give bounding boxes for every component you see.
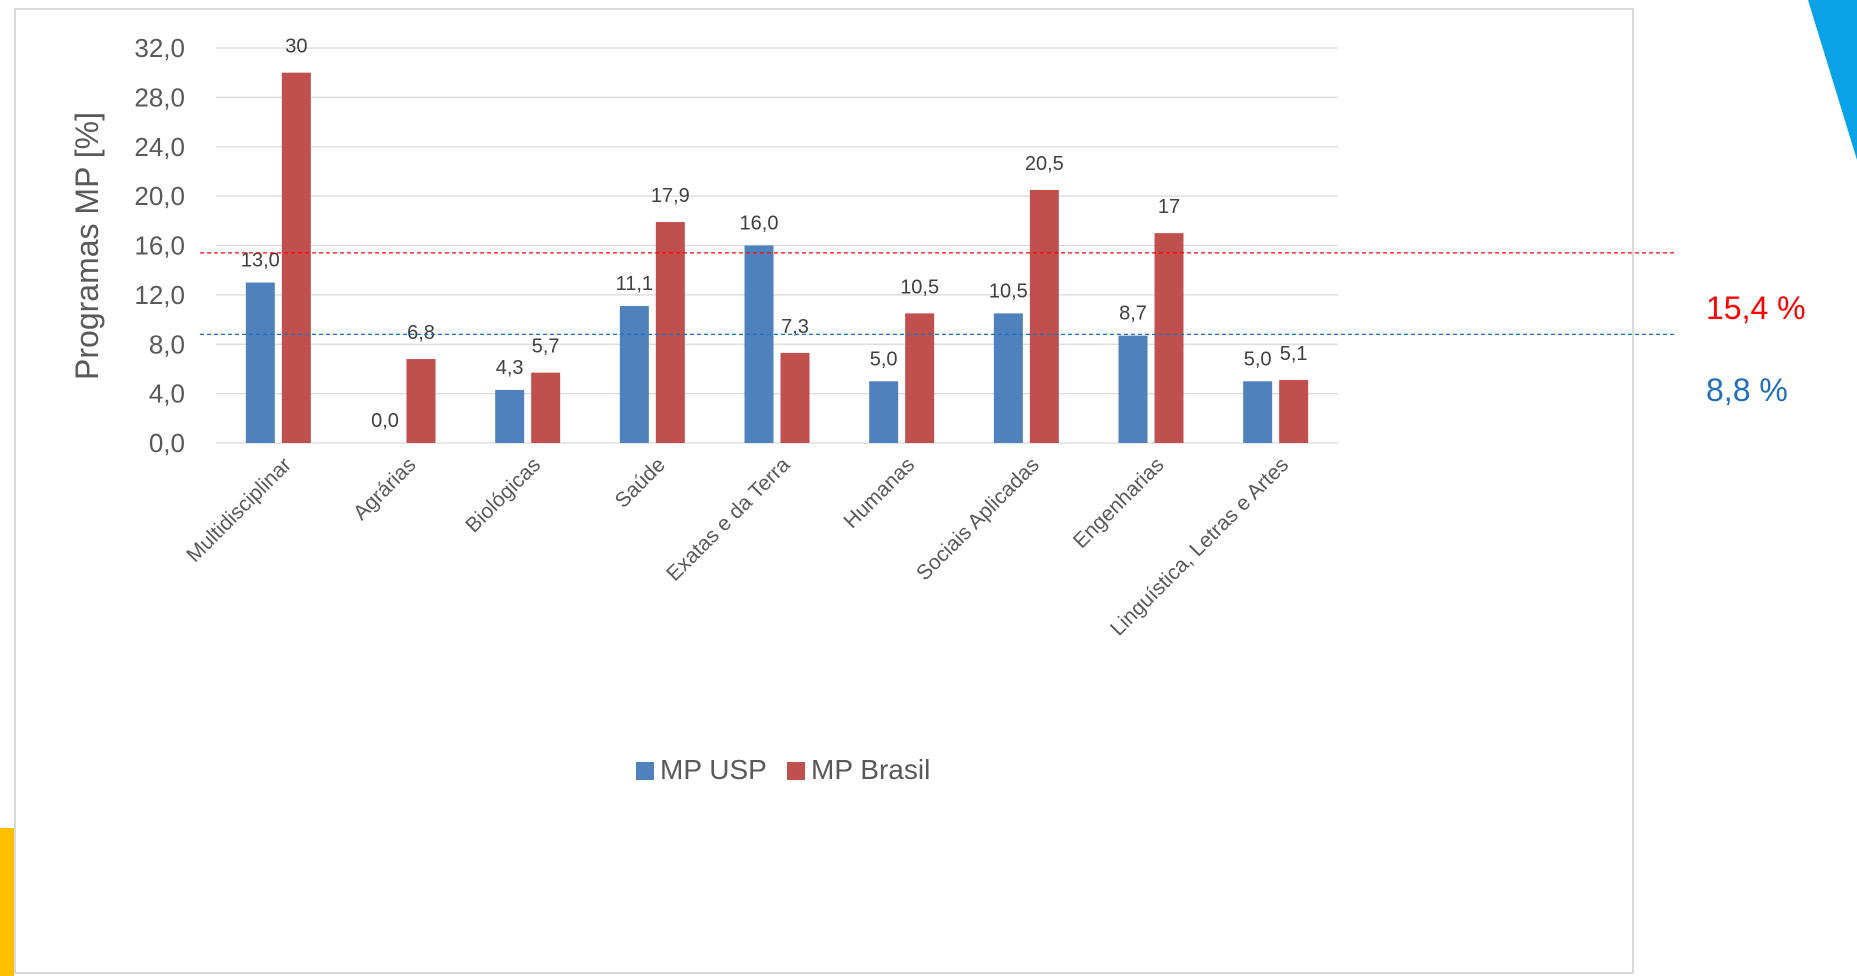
- bar: [1279, 380, 1309, 443]
- y-tick-label: 32,0: [134, 33, 185, 63]
- x-category-label: Biológicas: [461, 453, 545, 537]
- bar: [905, 313, 935, 443]
- legend-label: MP Brasil: [811, 754, 930, 785]
- bar: [993, 313, 1023, 443]
- data-label: 7,3: [781, 316, 809, 338]
- data-label: 10,5: [900, 276, 939, 298]
- y-tick-label: 24,0: [134, 132, 185, 162]
- data-label: 5,1: [1280, 343, 1308, 365]
- x-category-label: Humanas: [839, 453, 919, 533]
- bar: [495, 389, 525, 443]
- x-category-label: Engenharias: [1069, 453, 1169, 553]
- bar: [406, 359, 436, 443]
- bar: [1029, 189, 1059, 443]
- legend-label: MP USP: [660, 754, 767, 785]
- bar: [1243, 381, 1273, 443]
- x-category-label: Saúde: [611, 453, 670, 512]
- data-label: 4,3: [496, 357, 524, 379]
- data-label: 10,5: [989, 280, 1028, 302]
- bar: [281, 72, 311, 443]
- y-tick-label: 0,0: [149, 428, 185, 458]
- data-label: 8,7: [1119, 303, 1147, 325]
- data-label: 17: [1158, 196, 1180, 218]
- data-label: 11,1: [616, 273, 653, 295]
- data-label: 13,0: [241, 250, 280, 272]
- bar: [869, 381, 899, 443]
- data-label: 16,0: [740, 213, 779, 235]
- reference-label-brasil-average: 15,4 %: [1706, 290, 1806, 326]
- legend-swatch: [787, 762, 805, 780]
- data-label: 5,0: [1244, 348, 1272, 370]
- x-category-label: Exatas e da Terra: [662, 453, 795, 586]
- y-tick-label: 4,0: [149, 379, 185, 409]
- bar: [655, 222, 685, 443]
- legend-swatch: [636, 762, 654, 780]
- data-label: 17,9: [651, 185, 690, 207]
- data-label: 20,5: [1025, 153, 1064, 175]
- data-label: 5,7: [532, 336, 560, 358]
- bar: [1118, 335, 1148, 443]
- data-label: 0,0: [371, 410, 399, 432]
- data-label: 5,0: [870, 348, 898, 370]
- data-label: 6,8: [407, 322, 435, 344]
- y-tick-label: 28,0: [134, 82, 185, 112]
- bar: [531, 372, 561, 443]
- reference-label-usp-average: 8,8 %: [1706, 372, 1788, 408]
- y-axis-label: Programas MP [%]: [69, 112, 105, 380]
- bar: [780, 352, 810, 443]
- x-category-label: Sociais Aplicadas: [912, 453, 1044, 585]
- bar: [1154, 233, 1184, 443]
- data-label: 30: [285, 36, 307, 58]
- yellow-corner-decoration: [0, 828, 14, 976]
- y-tick-label: 20,0: [134, 181, 185, 211]
- y-tick-label: 8,0: [149, 329, 185, 359]
- x-category-label: Multidisciplinar: [182, 453, 296, 567]
- bar: [744, 245, 774, 443]
- y-tick-label: 12,0: [134, 280, 185, 310]
- x-category-label: Agrárias: [349, 453, 421, 525]
- bar: [619, 305, 649, 443]
- bar: [245, 282, 275, 443]
- y-tick-label: 16,0: [134, 231, 185, 261]
